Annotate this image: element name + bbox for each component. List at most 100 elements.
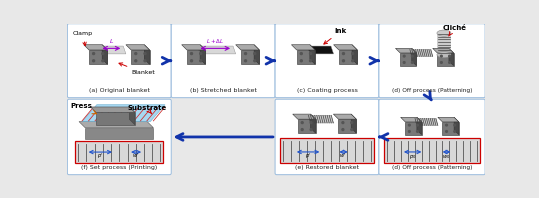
Polygon shape [84,45,107,50]
Circle shape [411,55,413,57]
Text: Cliché: Cliché [443,25,466,36]
Polygon shape [197,46,236,54]
Circle shape [144,60,146,62]
Circle shape [351,122,353,124]
Text: $L$: $L$ [109,36,114,45]
Polygon shape [144,45,150,64]
Polygon shape [339,50,357,64]
Polygon shape [334,45,357,50]
Circle shape [191,53,192,55]
Circle shape [446,130,447,132]
Polygon shape [400,53,417,66]
Polygon shape [182,45,205,50]
Polygon shape [333,114,356,119]
Circle shape [448,62,451,63]
Circle shape [144,53,146,55]
FancyBboxPatch shape [379,99,485,175]
Text: (e) Restored blanket: (e) Restored blanket [295,165,359,170]
Circle shape [454,124,455,126]
Text: (a) Original blanket: (a) Original blanket [89,88,150,93]
Circle shape [403,55,405,57]
Text: Clamp: Clamp [73,31,93,46]
Polygon shape [405,122,421,135]
Polygon shape [187,50,205,64]
FancyBboxPatch shape [67,24,171,98]
Text: $p_0$: $p_0$ [409,153,416,161]
Circle shape [440,62,443,63]
Polygon shape [437,33,451,55]
Polygon shape [454,117,459,135]
Polygon shape [414,118,438,125]
Polygon shape [400,117,421,122]
Polygon shape [352,45,357,64]
Circle shape [411,62,413,63]
Polygon shape [236,45,259,50]
Circle shape [102,53,104,55]
Ellipse shape [437,30,451,36]
Polygon shape [449,48,454,66]
Text: (c) Coating process: (c) Coating process [296,88,357,93]
Polygon shape [129,107,135,125]
Circle shape [254,53,256,55]
Polygon shape [310,45,315,64]
Polygon shape [437,53,454,66]
Circle shape [200,60,202,62]
Circle shape [309,53,312,55]
Polygon shape [96,112,135,125]
Text: (f) Set process (Printing): (f) Set process (Printing) [81,165,157,170]
Polygon shape [79,122,154,128]
Polygon shape [338,119,356,133]
Polygon shape [307,46,334,54]
Circle shape [342,53,344,55]
Text: $p'$: $p'$ [305,151,312,161]
Circle shape [254,60,256,62]
Circle shape [191,60,192,62]
Text: Substrate: Substrate [127,105,167,114]
Polygon shape [396,48,417,53]
Polygon shape [131,50,150,64]
Circle shape [417,130,418,132]
Polygon shape [126,45,150,50]
Polygon shape [351,114,356,133]
Circle shape [409,130,410,132]
FancyBboxPatch shape [67,99,171,175]
Circle shape [102,60,104,62]
Circle shape [342,129,344,130]
Text: $w'$: $w'$ [133,152,140,160]
Text: $L+\Delta L$: $L+\Delta L$ [206,36,224,45]
FancyBboxPatch shape [275,24,379,98]
Circle shape [300,60,302,62]
Polygon shape [433,48,454,53]
Polygon shape [100,46,126,54]
Circle shape [93,53,95,55]
FancyBboxPatch shape [280,138,374,163]
Polygon shape [296,50,315,64]
Circle shape [352,60,354,62]
Text: $p'$: $p'$ [96,152,103,161]
Ellipse shape [437,52,451,58]
Circle shape [310,122,312,124]
Polygon shape [298,119,315,133]
Circle shape [409,124,410,126]
Text: $w_0$: $w_0$ [443,153,451,161]
Circle shape [342,122,344,124]
Circle shape [245,60,246,62]
Circle shape [454,130,455,132]
FancyBboxPatch shape [75,141,163,163]
Polygon shape [85,128,154,139]
Text: Blanket: Blanket [119,63,155,75]
Polygon shape [417,117,421,135]
Polygon shape [241,50,259,64]
Polygon shape [410,50,433,56]
Polygon shape [438,117,459,122]
Circle shape [93,60,95,62]
Circle shape [417,124,418,126]
Circle shape [301,129,303,130]
Polygon shape [443,122,459,135]
Circle shape [309,60,312,62]
FancyBboxPatch shape [275,99,379,175]
Circle shape [403,62,405,63]
Polygon shape [412,48,417,66]
Polygon shape [91,107,135,112]
Circle shape [310,129,312,130]
